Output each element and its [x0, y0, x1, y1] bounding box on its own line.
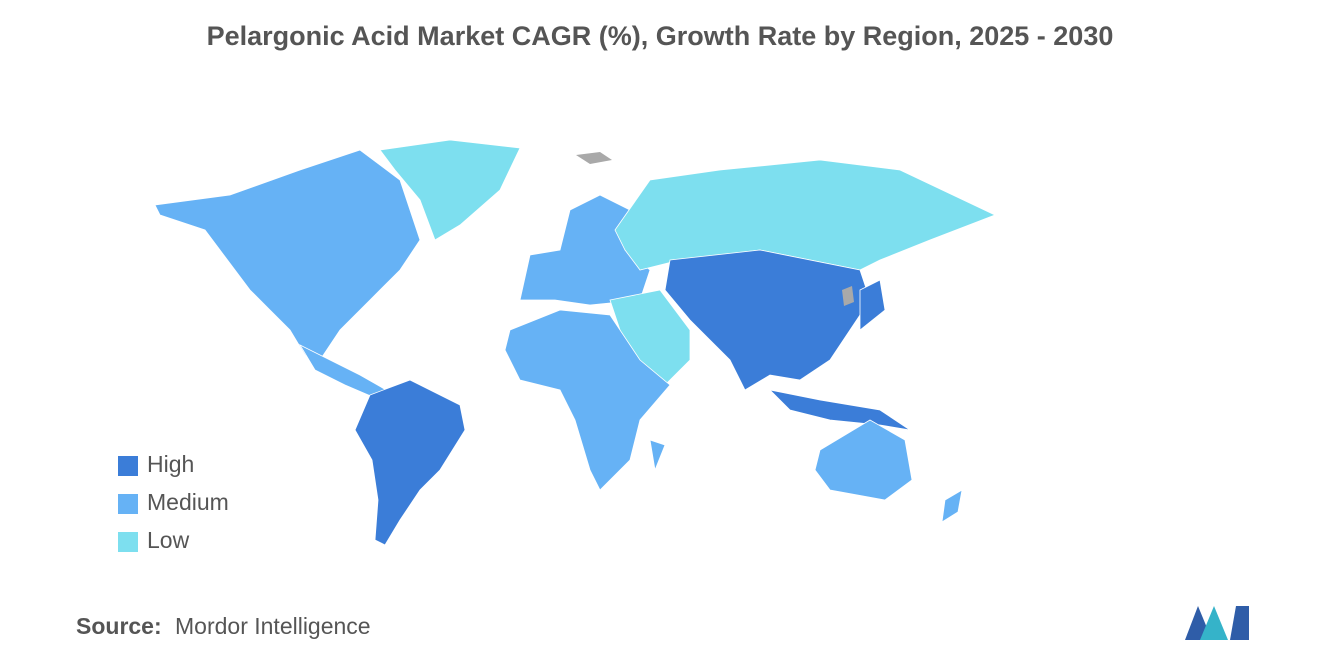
map-title: Pelargonic Acid Market CAGR (%), Growth … — [207, 21, 1114, 51]
legend-label: High — [147, 451, 194, 477]
region — [859, 279, 886, 331]
region — [814, 419, 913, 501]
region-no-data — [842, 286, 854, 306]
region — [154, 149, 421, 376]
region — [504, 309, 671, 491]
legend-swatch — [118, 456, 138, 476]
region — [941, 489, 963, 523]
region — [649, 439, 666, 472]
legend: High Medium Low — [118, 451, 229, 553]
legend-swatch — [118, 494, 138, 514]
region — [664, 249, 871, 391]
logo — [1185, 606, 1249, 640]
source-label: Source: — [76, 613, 162, 639]
region — [354, 379, 466, 546]
region — [614, 159, 997, 271]
region — [768, 389, 911, 431]
legend-label: Low — [147, 527, 190, 553]
legend-swatch — [118, 532, 138, 552]
source-text: Mordor Intelligence — [175, 613, 371, 639]
region-no-data — [576, 152, 612, 164]
region — [379, 139, 521, 241]
world-map — [154, 139, 997, 546]
legend-label: Medium — [147, 489, 229, 515]
